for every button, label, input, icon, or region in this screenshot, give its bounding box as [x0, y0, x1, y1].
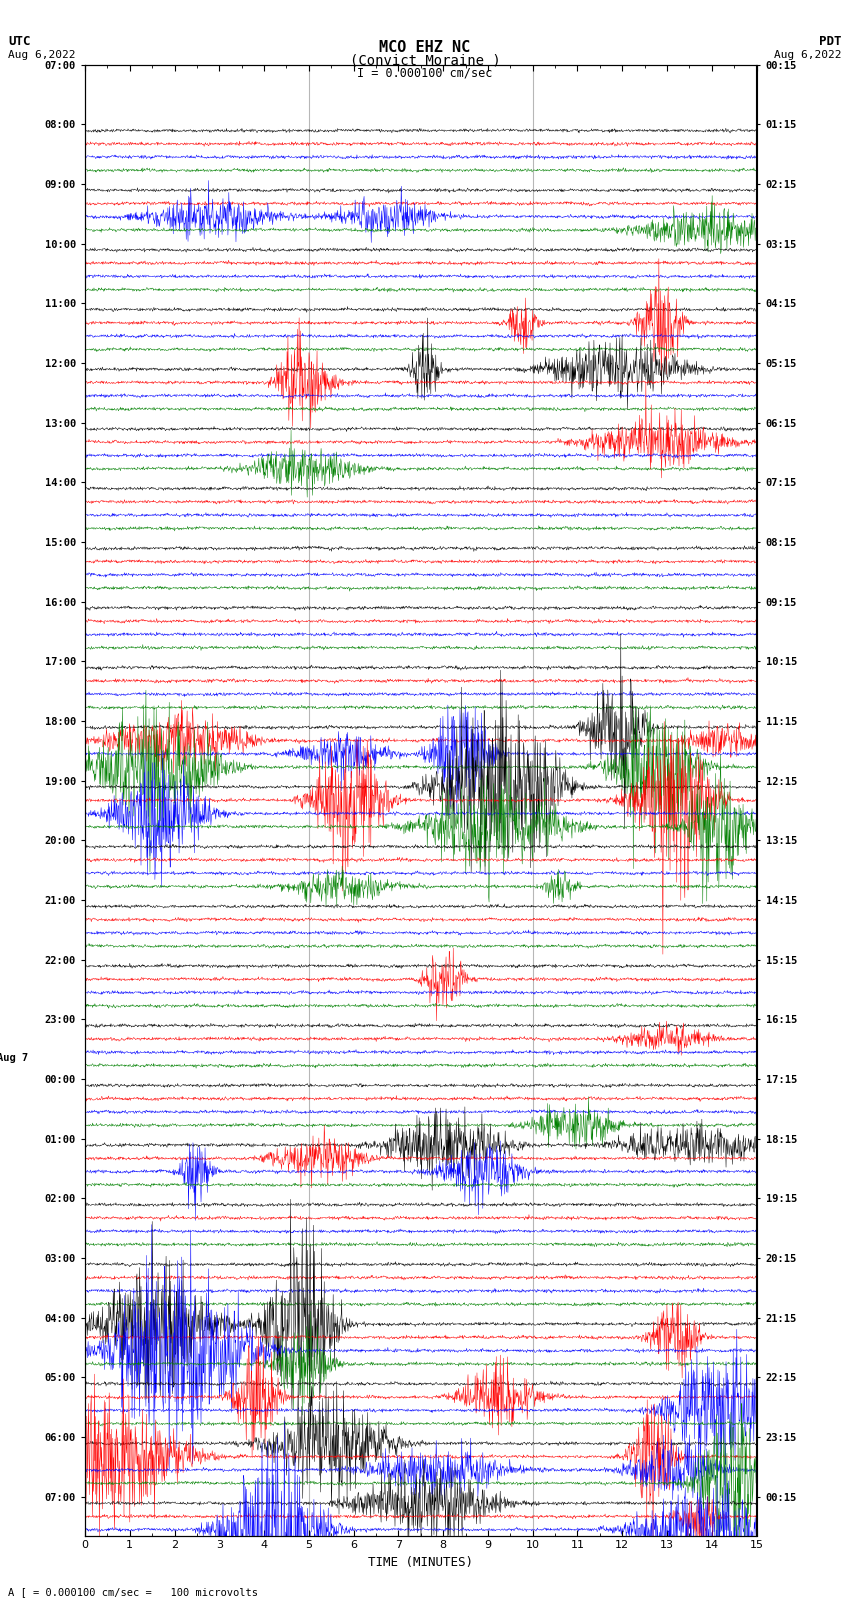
Text: PDT: PDT — [819, 35, 842, 48]
Text: I = 0.000100 cm/sec: I = 0.000100 cm/sec — [357, 66, 493, 79]
Text: Aug 7: Aug 7 — [0, 1053, 28, 1063]
Text: (Convict Moraine ): (Convict Moraine ) — [349, 53, 501, 68]
X-axis label: TIME (MINUTES): TIME (MINUTES) — [368, 1557, 473, 1569]
Text: MCO EHZ NC: MCO EHZ NC — [379, 40, 471, 55]
Text: UTC: UTC — [8, 35, 31, 48]
Text: Aug 6,2022: Aug 6,2022 — [774, 50, 842, 60]
Text: A [ = 0.000100 cm/sec =   100 microvolts: A [ = 0.000100 cm/sec = 100 microvolts — [8, 1587, 258, 1597]
Text: Aug 6,2022: Aug 6,2022 — [8, 50, 76, 60]
